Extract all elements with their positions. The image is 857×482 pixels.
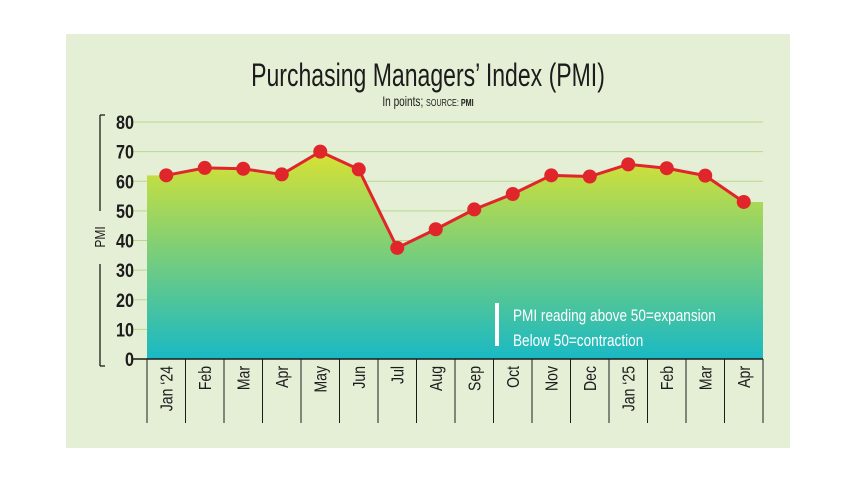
x-tick-label: Jul: [388, 366, 408, 384]
data-point: [197, 160, 212, 175]
data-point: [159, 168, 174, 183]
annotation: PMI reading above 50=expansion Below 50=…: [495, 303, 716, 350]
y-tick-label: 0: [125, 349, 134, 371]
y-tick-label: 10: [116, 319, 134, 341]
data-point: [544, 168, 559, 183]
chart-subtitle: In points; SOURCE: PMI: [382, 93, 473, 109]
data-point: [467, 202, 482, 217]
data-point: [390, 240, 405, 255]
annotation-line-2: Below 50=contraction: [513, 332, 643, 351]
x-tick-label: Feb: [195, 366, 215, 390]
x-tick-label: Mar: [234, 365, 254, 390]
y-tick-label: 50: [116, 201, 134, 223]
data-point: [351, 162, 366, 177]
y-tick-label: 20: [116, 290, 134, 312]
x-tick-label: Apr: [272, 365, 292, 387]
pmi-line: [165, 150, 745, 250]
data-point: [313, 144, 328, 159]
x-tick-label: Aug: [426, 366, 446, 391]
y-tick-label: 30: [116, 260, 134, 282]
y-axis-ticks: 0 10 20 30 40 50 60 70 80: [116, 112, 134, 371]
x-tick-label: May: [311, 365, 331, 392]
subtitle-prefix: In points;: [382, 93, 426, 109]
chart-title: Purchasing Managers’ Index (PMI): [251, 57, 605, 93]
x-tick-label: Jun: [349, 366, 369, 389]
annotation-line-1: PMI reading above 50=expansion: [513, 307, 716, 326]
x-tick-label: Dec: [580, 366, 600, 391]
subtitle-source: PMI: [461, 97, 474, 108]
x-tick-label: Feb: [657, 366, 677, 390]
annotation-bar: [495, 303, 499, 346]
x-axis-ticks: Jan ‘24 Feb Mar Apr May Jun Jul Aug Sep Oct Nov Dec…: [132, 358, 764, 423]
x-tick-label: Nov: [542, 366, 562, 391]
data-points: [159, 144, 751, 255]
pmi-chart: Purchasing Managers’ Index (PMI) In poin…: [92, 57, 764, 423]
y-axis-label: PMI: [92, 226, 109, 247]
x-tick-label: Mar: [696, 365, 716, 390]
y-tick-label: 40: [116, 230, 134, 252]
x-tick-label: Sep: [465, 366, 485, 391]
data-point: [505, 186, 520, 201]
y-tick-label: 80: [116, 112, 134, 134]
chart-panel: Purchasing Managers’ Index (PMI) In poin…: [66, 34, 790, 448]
data-point: [274, 167, 289, 182]
x-tick-label: Jan ‘24: [157, 366, 177, 411]
x-tick-label: Oct: [503, 366, 523, 388]
data-point: [698, 168, 713, 183]
y-tick-label: 70: [116, 141, 134, 163]
data-point: [659, 161, 674, 176]
data-point: [582, 169, 597, 184]
data-point: [428, 222, 443, 237]
data-point: [621, 157, 636, 172]
x-tick-label: Apr: [734, 365, 754, 387]
data-point: [236, 161, 251, 176]
x-tick-label: Jan ‘25: [619, 366, 639, 411]
data-point: [736, 194, 751, 209]
subtitle-source-label: SOURCE:: [426, 97, 461, 108]
y-tick-label: 60: [116, 171, 134, 193]
y-axis-bracket: [99, 114, 105, 367]
pmi-area: [147, 151, 763, 359]
